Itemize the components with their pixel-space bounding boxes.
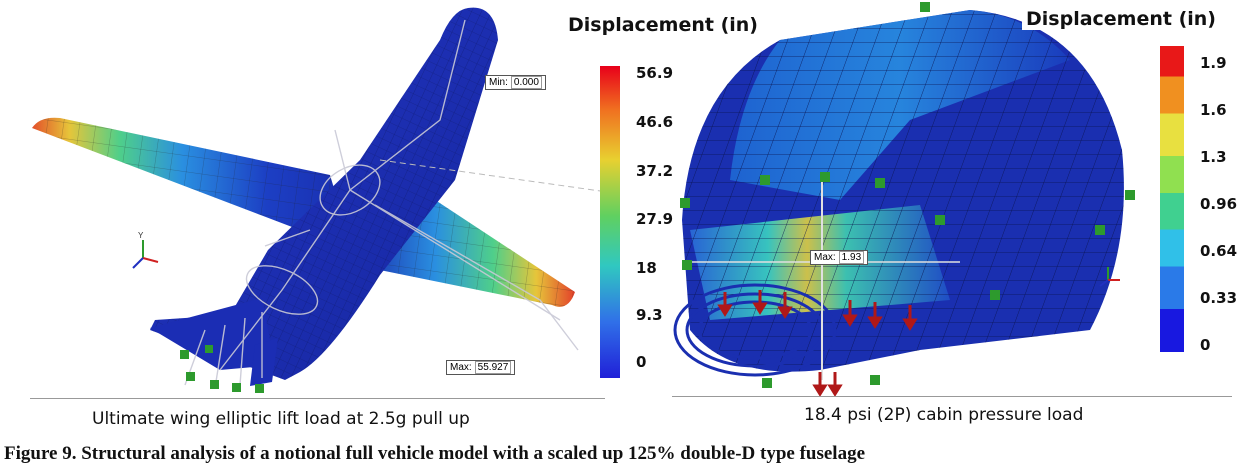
horizontal-tail [150, 298, 275, 370]
constraint-glyph-icon [180, 345, 264, 393]
max-value: 55.927 [474, 361, 512, 374]
aircraft-fea-render: Y [32, 7, 620, 393]
axis-triad-icon [132, 240, 159, 269]
min-label: Min: [489, 77, 508, 88]
left-legend-title: Displacement (in) [568, 14, 758, 36]
tick: 0 [1200, 336, 1211, 354]
tick: 1.9 [1200, 54, 1227, 72]
figure-caption: Figure 9. Structural analysis of a notio… [4, 443, 866, 464]
wireframe-overlay [184, 19, 579, 389]
left-max-callout: Max: 55.927 [446, 360, 516, 375]
tick: 9.3 [636, 306, 663, 324]
svg-text:Y: Y [138, 231, 144, 240]
constraint-glyph-icon [680, 2, 1135, 388]
tick: 1.6 [1200, 101, 1227, 119]
tick: 37.2 [636, 162, 674, 180]
tick: 0.33 [1200, 289, 1238, 307]
axis-triad-icon [1099, 267, 1120, 287]
min-callout: Min: 0.000 [485, 75, 546, 90]
tick: 0.96 [1200, 195, 1238, 213]
tick: 46.6 [636, 113, 674, 131]
tick: 1.3 [1200, 148, 1227, 166]
fuselage-fea-render [673, 2, 1135, 397]
tick: 0 [636, 353, 647, 371]
right-color-scale [1160, 46, 1184, 352]
right-caption: 18.4 psi (2P) cabin pressure load [804, 405, 1084, 425]
right-legend-title: Displacement (in) [1022, 8, 1220, 30]
load-arrow-icon [717, 290, 918, 397]
max-value: 1.93 [838, 251, 865, 264]
right-scale-ticks: 1.9 1.6 1.3 0.96 0.64 0.33 0 [1200, 54, 1246, 354]
left-divider [30, 398, 605, 399]
left-color-scale [600, 66, 620, 378]
right-divider [672, 396, 1232, 397]
min-value: 0.000 [510, 76, 542, 89]
left-caption: Ultimate wing elliptic lift load at 2.5g… [92, 409, 470, 429]
right-max-callout: Max: 1.93 [810, 250, 869, 265]
tick: 56.9 [636, 64, 674, 82]
max-label: Max: [814, 252, 836, 263]
left-scale-ticks: 56.9 46.6 37.2 27.9 18 9.3 0 [636, 64, 696, 384]
max-label: Max: [450, 362, 472, 373]
tick: 0.64 [1200, 242, 1238, 260]
tick: 18 [636, 259, 657, 277]
tick: 27.9 [636, 210, 674, 228]
